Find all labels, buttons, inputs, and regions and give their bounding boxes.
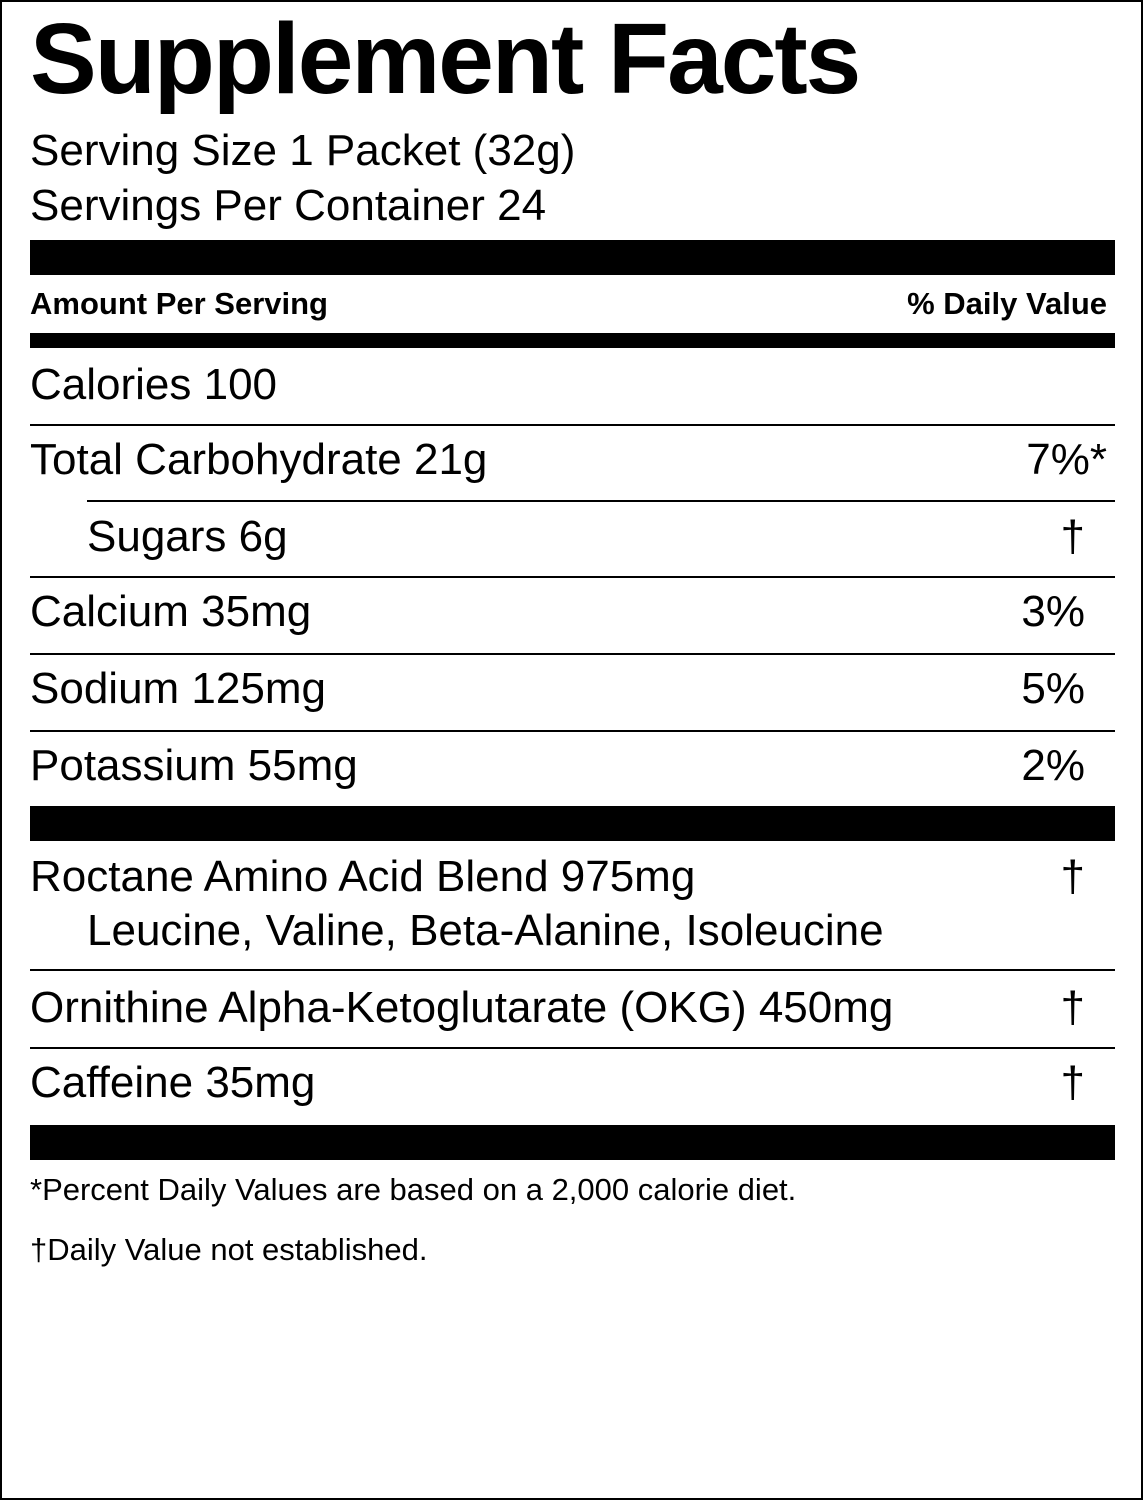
row-divider — [30, 576, 1115, 578]
sugars-row: Sugars 6g — [87, 512, 288, 561]
row-divider — [30, 424, 1115, 426]
potassium-row: Potassium 55mg — [30, 741, 358, 790]
label-title: Supplement Facts — [30, 3, 861, 115]
footnote-dagger: †Daily Value not established. — [30, 1232, 428, 1267]
calories-row: Calories 100 — [30, 360, 278, 409]
amino-blend-row: Roctane Amino Acid Blend 975mg — [30, 852, 696, 901]
row-divider — [87, 500, 1115, 502]
amino-blend-ingredients: Leucine, Valine, Beta-Alanine, Isoleucin… — [87, 906, 884, 955]
sodium-dv: 5% — [1021, 664, 1085, 713]
potassium-dv: 2% — [1021, 741, 1085, 790]
sodium-row: Sodium 125mg — [30, 664, 326, 713]
thick-divider — [30, 806, 1115, 841]
total-carbohydrate-dv: 7%* — [1026, 435, 1107, 484]
row-divider — [30, 969, 1115, 971]
calcium-row: Calcium 35mg — [30, 587, 312, 636]
sugars-dv: † — [1060, 512, 1085, 561]
thick-divider — [30, 240, 1115, 275]
okg-row: Ornithine Alpha-Ketoglutarate (OKG) 450m… — [30, 983, 894, 1032]
row-divider — [30, 653, 1115, 655]
total-carbohydrate-row: Total Carbohydrate 21g — [30, 435, 488, 484]
row-divider — [30, 1047, 1115, 1049]
footnote-daily-values: *Percent Daily Values are based on a 2,0… — [30, 1172, 797, 1207]
thick-divider — [30, 1125, 1115, 1160]
caffeine-row: Caffeine 35mg — [30, 1058, 316, 1107]
okg-dv: † — [1060, 983, 1085, 1032]
amount-per-serving-header: Amount Per Serving — [30, 286, 328, 321]
serving-size: Serving Size 1 Packet (32g) — [30, 126, 576, 175]
medium-divider — [30, 333, 1115, 348]
caffeine-dv: † — [1060, 1058, 1085, 1107]
daily-value-header: % Daily Value — [907, 286, 1107, 321]
servings-per-container: Servings Per Container 24 — [30, 181, 547, 230]
row-divider — [30, 730, 1115, 732]
amino-blend-dv: † — [1060, 852, 1085, 901]
calcium-dv: 3% — [1021, 587, 1085, 636]
